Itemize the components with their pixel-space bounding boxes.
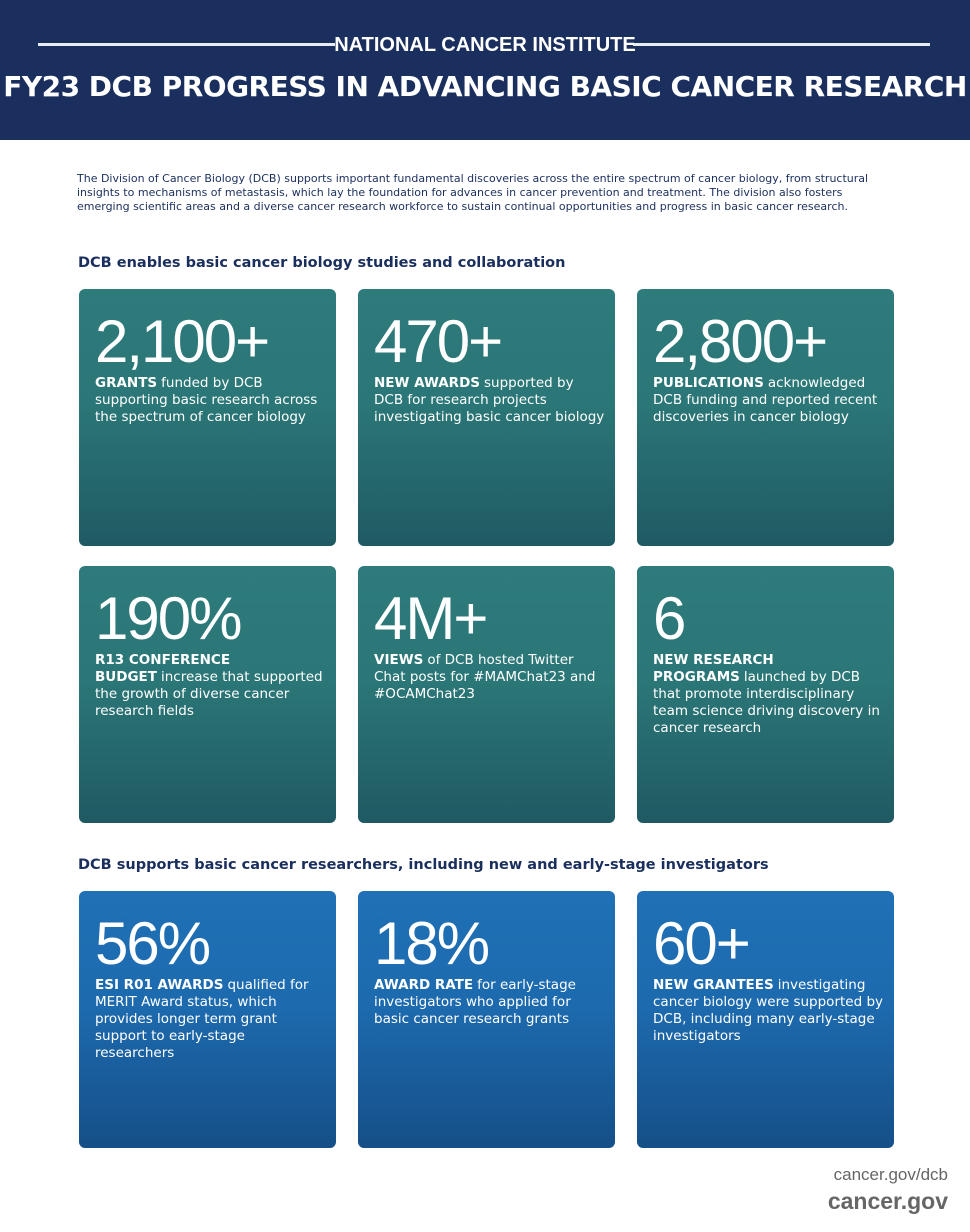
- section-heading: DCB supports basic cancer researchers, i…: [78, 857, 769, 873]
- stat-card: 4M+ VIEWS of DCB hosted Twitter Chat posts…: [358, 566, 615, 823]
- stat-label: NEW AWARDS: [374, 375, 481, 391]
- stat-label: AWARD RATE: [374, 977, 474, 993]
- footer-brand[interactable]: cancer.gov: [827, 1188, 948, 1214]
- stat-value: 60+: [653, 910, 751, 977]
- stat-value: 18%: [374, 910, 490, 977]
- stat-text: acknowledged DCB funding and reported re…: [653, 375, 878, 425]
- stat-label: R13 CONFERENCE BUDGET: [95, 652, 231, 685]
- stat-value: 6: [653, 585, 686, 652]
- stat-card: 2,800+ PUBLICATIONS acknowledged DCB fundi…: [637, 289, 894, 546]
- intro: The Division of Cancer Biology (DCB) sup…: [77, 172, 869, 213]
- stat-value: 2,100+: [95, 308, 270, 375]
- stat-card: 6 NEW RESEARCH PROGRAMS launched by DCB th…: [637, 566, 894, 823]
- stat-description: GRANTS funded by DCB supporting basic res…: [95, 375, 327, 426]
- stat-card: 56% ESI R01 AWARDS qualified for MERIT Awa…: [79, 891, 336, 1148]
- stat-text: investigating cancer biology were suppor…: [653, 977, 884, 1044]
- stat-value: 4M+: [374, 585, 488, 652]
- stat-text: of DCB hosted Twitter Chat posts for #MA…: [374, 652, 596, 702]
- stat-description: NEW AWARDS supported by DCB for research …: [374, 375, 606, 426]
- stat-label: PUBLICATIONS: [653, 375, 764, 391]
- header-rule: [633, 43, 930, 46]
- org-name: NATIONAL CANCER INSTITUTE: [334, 34, 636, 56]
- header: [0, 0, 970, 140]
- section-heading: DCB enables basic cancer biology studies…: [78, 255, 566, 271]
- header-rule: [38, 43, 335, 46]
- stat-text: for early-stage investigators who applie…: [374, 977, 576, 1027]
- stat-text: supported by DCB for research projects i…: [374, 375, 605, 425]
- stat-card: 18% AWARD RATE for early-stage investigato…: [358, 891, 615, 1148]
- stat-value: 190%: [95, 585, 242, 652]
- stat-text: launched by DCB that promote interdiscip…: [653, 669, 880, 736]
- stat-description: ESI R01 AWARDS qualified for MERIT Award …: [95, 977, 327, 1062]
- stat-description: NEW RESEARCH PROGRAMS launched by DCB tha…: [653, 652, 885, 737]
- page-title: FY23 DCB PROGRESS IN ADVANCING BASIC CAN…: [3, 70, 967, 103]
- stat-label: ESI R01 AWARDS: [95, 977, 224, 993]
- stat-description: AWARD RATE for early-stage investigators …: [374, 977, 606, 1028]
- stat-value: 470+: [374, 308, 503, 375]
- stat-label: NEW RESEARCH PROGRAMS: [653, 652, 774, 685]
- stat-card: 470+ NEW AWARDS supported by DCB for resea…: [358, 289, 615, 546]
- stat-description: NEW GRANTEES investigating cancer biology…: [653, 977, 885, 1045]
- stat-value: 56%: [95, 910, 211, 977]
- stat-label: NEW GRANTEES: [653, 977, 774, 993]
- stat-description: PUBLICATIONS acknowledged DCB funding and…: [653, 375, 885, 426]
- stat-label: VIEWS: [374, 652, 424, 668]
- stat-text: increase that supported the growth of di…: [95, 669, 323, 719]
- stat-description: VIEWS of DCB hosted Twitter Chat posts fo…: [374, 652, 606, 703]
- stat-text: funded by DCB supporting basic research …: [95, 375, 318, 425]
- stat-card: 2,100+ GRANTS funded by DCB supporting bas…: [79, 289, 336, 546]
- stat-card: 190% R13 CONFERENCE BUDGET increase that s…: [79, 566, 336, 823]
- stat-text: qualified for MERIT Award status, which …: [95, 977, 309, 1061]
- footer-url[interactable]: cancer.gov/dcb: [833, 1165, 948, 1184]
- stat-label: GRANTS: [95, 375, 158, 391]
- stat-value: 2,800+: [653, 308, 828, 375]
- stat-card: 60+ NEW GRANTEES investigating cancer biol…: [637, 891, 894, 1148]
- stat-description: R13 CONFERENCE BUDGET increase that suppo…: [95, 652, 327, 720]
